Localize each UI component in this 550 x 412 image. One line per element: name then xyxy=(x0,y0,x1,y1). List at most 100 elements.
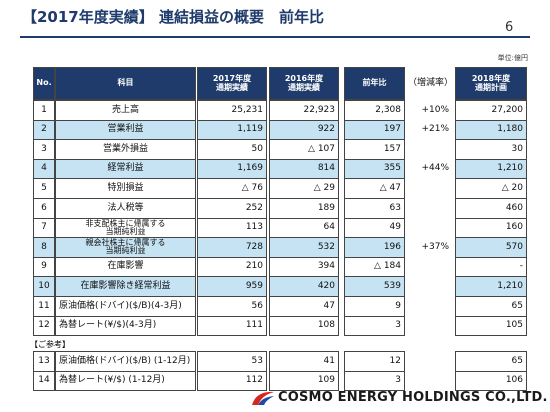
row-number: 4 xyxy=(33,158,55,180)
column-header: （増減率） xyxy=(408,77,454,88)
value-cell: 959 xyxy=(197,276,267,297)
value-cell: 25,231 xyxy=(197,100,267,121)
value-cell: - xyxy=(455,256,527,278)
row-label: 為替レート(¥/$) (1-12月) xyxy=(55,370,196,392)
growth-rate: +21% xyxy=(421,124,449,135)
row-label: 売上高 xyxy=(55,100,196,121)
value-cell: 196 xyxy=(344,237,405,258)
value-cell: 814 xyxy=(269,158,339,180)
value-cell: 109 xyxy=(269,370,339,392)
row-label: 原油価格(ドバイ)($/B) (1-12月) xyxy=(55,351,196,372)
growth-rate: +10% xyxy=(421,104,449,115)
row-label: 在庫影響除き経常利益 xyxy=(55,276,196,297)
value-cell: △ 29 xyxy=(269,178,339,199)
value-cell: 532 xyxy=(269,237,339,258)
value-cell: △ 20 xyxy=(455,178,527,199)
row-number: 2 xyxy=(33,119,55,141)
row-label: 営業利益 xyxy=(55,119,196,141)
row-label: 原油価格(ドバイ)($/B)(4-3月) xyxy=(55,296,196,317)
row-number: 7 xyxy=(33,217,55,239)
value-cell: 3 xyxy=(344,370,405,392)
value-cell: 64 xyxy=(269,217,339,239)
value-cell: 65 xyxy=(455,296,527,317)
row-label: 経常利益 xyxy=(55,158,196,180)
value-cell: △ 107 xyxy=(269,139,339,160)
value-cell: 728 xyxy=(197,237,267,258)
row-label: 親会社株主に帰属する 当期純利益 xyxy=(55,237,196,258)
value-cell: 460 xyxy=(455,198,527,219)
value-cell: 160 xyxy=(455,217,527,239)
value-cell: 210 xyxy=(197,256,267,278)
unit: 単位:億円 xyxy=(497,54,528,62)
growth-rate: +44% xyxy=(421,163,449,174)
value-cell: 1,210 xyxy=(455,158,527,180)
column-header: 2016年度 通期実績 xyxy=(269,67,339,100)
value-cell: 30 xyxy=(455,139,527,160)
value-cell: 112 xyxy=(197,370,267,392)
row-number: 3 xyxy=(33,139,55,160)
value-cell: 50 xyxy=(197,139,267,160)
value-cell: 922 xyxy=(269,119,339,141)
value-cell: 12 xyxy=(344,351,405,372)
reference-label: 【ご参考】 xyxy=(30,340,70,349)
row-number: 12 xyxy=(33,315,55,337)
value-cell: 65 xyxy=(455,351,527,372)
row-number: 5 xyxy=(33,178,55,199)
value-cell: 539 xyxy=(344,276,405,297)
value-cell: 1,210 xyxy=(455,276,527,297)
company-name: COSMO ENERGY HOLDINGS CO.,LTD. xyxy=(278,390,548,405)
column-header: 前年比 xyxy=(344,67,405,100)
value-cell: 355 xyxy=(344,158,405,180)
column-header: 科目 xyxy=(55,67,196,100)
value-cell: 3 xyxy=(344,315,405,337)
value-cell: 106 xyxy=(455,370,527,392)
value-cell: △ 184 xyxy=(344,256,405,278)
row-number: 10 xyxy=(33,276,55,297)
value-cell: 570 xyxy=(455,237,527,258)
value-cell: 63 xyxy=(344,198,405,219)
value-cell: 49 xyxy=(344,217,405,239)
value-cell: 22,923 xyxy=(269,100,339,121)
row-number: 1 xyxy=(33,100,55,121)
value-cell: 252 xyxy=(197,198,267,219)
value-cell: 2,308 xyxy=(344,100,405,121)
value-cell: 47 xyxy=(269,296,339,317)
row-label: 為替レート(¥/$)(4-3月) xyxy=(55,315,196,337)
value-cell: 56 xyxy=(197,296,267,317)
row-label: 在庫影響 xyxy=(55,256,196,278)
value-cell: 197 xyxy=(344,119,405,141)
value-cell: △ 47 xyxy=(344,178,405,199)
value-cell: 1,119 xyxy=(197,119,267,141)
row-label: 特別損益 xyxy=(55,178,196,199)
value-cell: 53 xyxy=(197,351,267,372)
value-cell: 113 xyxy=(197,217,267,239)
growth-rate: +37% xyxy=(421,241,449,252)
value-cell: 189 xyxy=(269,198,339,219)
row-number: 9 xyxy=(33,256,55,278)
value-cell: 420 xyxy=(269,276,339,297)
value-cell: 41 xyxy=(269,351,339,372)
value-cell: 9 xyxy=(344,296,405,317)
row-number: 8 xyxy=(33,237,55,258)
value-cell: 1,180 xyxy=(455,119,527,141)
page-number: 6 xyxy=(505,20,514,35)
column-header: 2017年度 通期実績 xyxy=(197,67,267,100)
title: 【2017年度実績】 連結損益の概要 前年比 xyxy=(22,8,324,26)
row-number: 13 xyxy=(33,351,55,372)
column-header: No. xyxy=(33,67,55,100)
row-label: 営業外損益 xyxy=(55,139,196,160)
value-cell: 108 xyxy=(269,315,339,337)
row-number: 11 xyxy=(33,296,55,317)
column-header: 2018年度 通期計画 xyxy=(455,67,527,100)
value-cell: 157 xyxy=(344,139,405,160)
title-rule xyxy=(20,36,530,38)
row-label: 法人税等 xyxy=(55,198,196,219)
row-number: 14 xyxy=(33,370,55,392)
row-label: 非支配株主に帰属する 当期純利益 xyxy=(55,217,196,239)
value-cell: 394 xyxy=(269,256,339,278)
value-cell: 111 xyxy=(197,315,267,337)
value-cell: 1,169 xyxy=(197,158,267,180)
value-cell: 105 xyxy=(455,315,527,337)
value-cell: 27,200 xyxy=(455,100,527,121)
